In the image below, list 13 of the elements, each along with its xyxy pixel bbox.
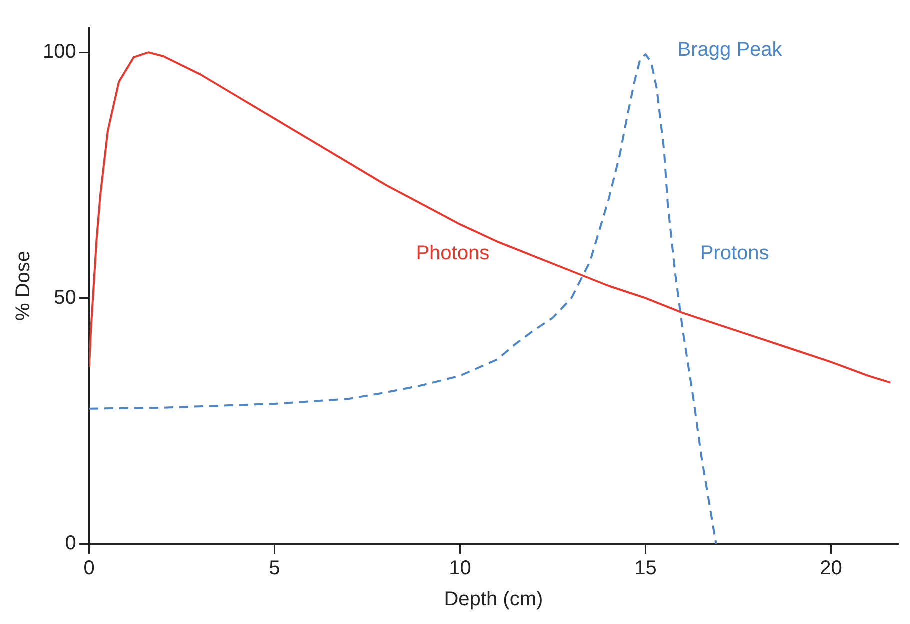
y-axis-title: % Dose — [12, 250, 35, 322]
y-tick-label: 50 — [54, 286, 76, 309]
x-tick-label: 20 — [820, 558, 842, 580]
series-label: Photons — [416, 242, 490, 265]
x-tick-label: 10 — [449, 558, 472, 580]
x-tick-label: 5 — [269, 558, 280, 580]
x-axis-title: Depth (cm) — [444, 588, 544, 611]
series-label: Protons — [700, 242, 770, 265]
y-tick-label: 100 — [42, 41, 76, 64]
annotation: Bragg Peak — [678, 39, 784, 62]
x-tick-label: 15 — [634, 558, 657, 580]
y-tick-label: 0 — [65, 532, 76, 555]
x-tick-label: 0 — [84, 558, 95, 580]
